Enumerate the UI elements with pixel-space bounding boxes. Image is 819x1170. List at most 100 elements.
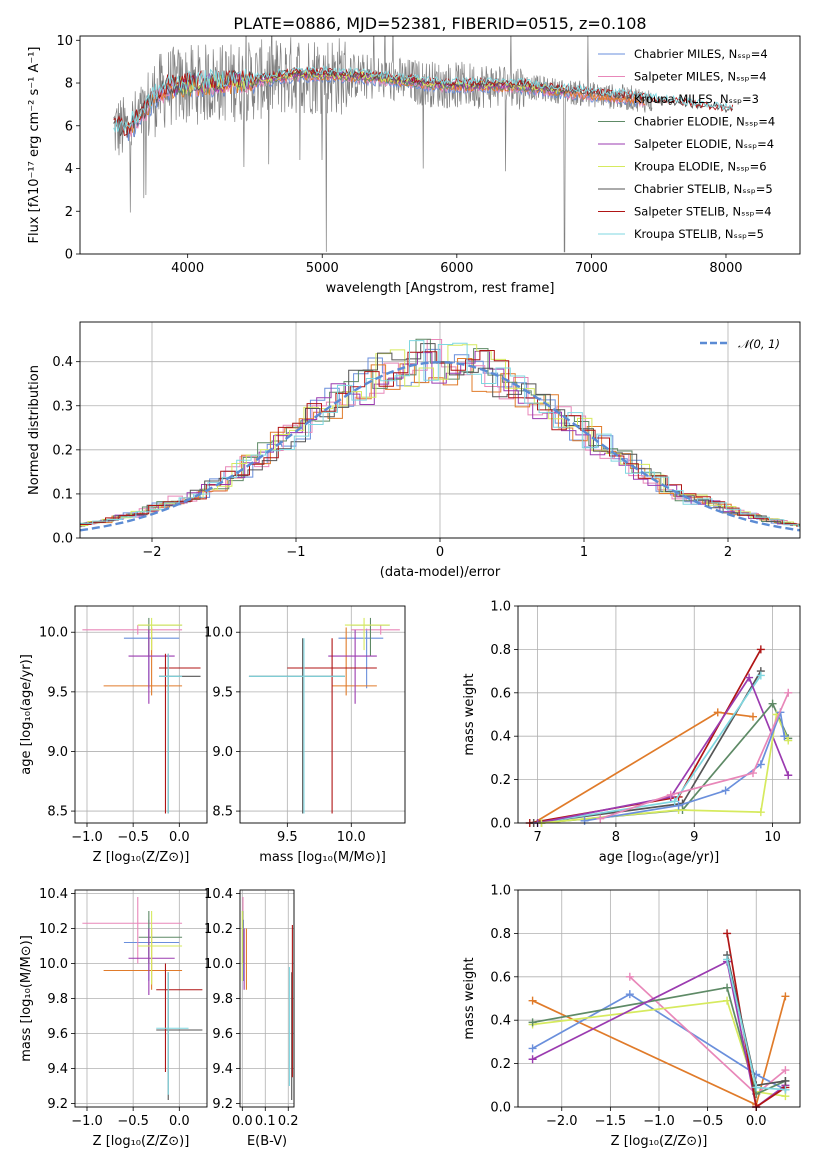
y-tick-label: 0.2 (490, 773, 511, 788)
series-chabrier-miles (580, 708, 789, 825)
errorbar-point (248, 638, 345, 814)
y-tick-label: 9.5 (47, 685, 68, 700)
x-tick-label: 9 (690, 830, 698, 845)
data-point (784, 736, 793, 745)
model-spectrum-kroupa-stelib (113, 65, 733, 133)
grid-lines (75, 890, 207, 1107)
axes-frame (79, 321, 801, 539)
y-tick-label: 0.4 (490, 730, 511, 745)
axes-frame (74, 889, 208, 1108)
histogram-chabrier-stelib (80, 343, 800, 526)
errorbar-point (159, 653, 183, 814)
residual-histogram-panel: 𝒩(0, 1) −2 −1 0 1 2 0.0 0.1 0.2 0.3 0.4 (data-model… (27, 321, 801, 580)
data-point (580, 816, 589, 825)
y-tick-label: 9.4 (47, 1062, 68, 1077)
data-point (745, 673, 754, 682)
x-tick-label: 8000 (709, 261, 742, 276)
legend-label: Kroupa ELODIE, Nₛₛₚ=6 (634, 160, 767, 174)
y-tick-label: 0.6 (490, 970, 511, 985)
legend-label: Chabrier STELIB, Nₛₛₚ=5 (634, 182, 773, 196)
x-tick-label: 7 (533, 830, 541, 845)
mass-vs-ebv-panel: 0.0 0.1 0.2 9.2 9.4 9.6 9.8 10.0 10.2 10.4 E(B-V) (204, 887, 299, 1149)
data-point (756, 760, 765, 769)
errorbar-point (137, 911, 183, 985)
normal-curve (80, 360, 800, 532)
x-axis-label: Z [log₁₀(Z/Z⊙)] (611, 1134, 708, 1149)
errorbar-point (344, 617, 390, 651)
y-tick-label: 0.0 (490, 1101, 511, 1116)
x-tick-label: −1.0 (643, 1114, 675, 1129)
x-tick-label: −1.0 (71, 1114, 103, 1129)
mass-vs-metallicity-panel: −1.0 −0.5 0.0 9.2 9.4 9.6 9.8 10.0 10.2 10.4 Z [lo… (19, 887, 208, 1149)
data-point (756, 645, 765, 654)
ticks: 9.5 10.0 8.5 9.0 9.5 10.0 (204, 626, 366, 845)
axes-frame (79, 35, 801, 255)
y-tick-label: 0.2 (490, 1057, 511, 1072)
x-tick-label: −2.0 (546, 1114, 578, 1129)
data-point (723, 929, 732, 938)
y-tick-label: 9.0 (212, 745, 233, 760)
y-tick-label: 0.3 (52, 399, 73, 414)
histogram-kroupa-stelib (80, 340, 800, 527)
massweight-vs-metallicity-panel: −2.0 −1.5 −1.0 −0.5 0.0 0.0 0.2 0.4 0.6 0.8 1.0 Z [… (462, 884, 801, 1149)
x-tick-label: 4000 (171, 261, 204, 276)
y-tick-label: 0.4 (52, 355, 73, 370)
age-vs-mass-panel: 9.5 10.0 8.5 9.0 9.5 10.0 mass [log₁₀(M/M⊙)] (204, 605, 406, 865)
x-tick-label: 0.0 (169, 830, 190, 845)
x-tick-label: −0.5 (117, 830, 149, 845)
plot-area (528, 929, 790, 1111)
data-point (780, 732, 789, 741)
histograms (80, 338, 800, 532)
legend-label: Chabrier ELODIE, Nₛₛₚ=4 (634, 115, 775, 129)
y-tick-label: 9.8 (212, 992, 233, 1007)
y-tick-label: 9.2 (212, 1097, 233, 1112)
x-tick-label: −0.5 (692, 1114, 724, 1129)
y-axis-label: mass weight (462, 673, 477, 755)
y-tick-label: 8 (65, 77, 73, 92)
grid-lines (75, 606, 207, 823)
x-axis-label: (data-model)/error (380, 565, 501, 580)
y-tick-label: 9.4 (212, 1062, 233, 1077)
histogram-salpeter-stelib (80, 350, 800, 527)
x-axis-label: age [log₁₀(age/yr)] (599, 850, 720, 865)
errorbar-point (138, 617, 183, 657)
x-axis-label: mass [log₁₀(M/M⊙)] (259, 850, 386, 865)
plot-area (241, 897, 293, 1100)
legend-label: 𝒩(0, 1) (738, 337, 780, 351)
x-tick-label: 9.5 (277, 830, 298, 845)
series-salpeter-elodie (533, 673, 793, 827)
y-tick-label: 0 (65, 248, 73, 263)
legend-label: Chabrier MILES, Nₛₛₚ=4 (634, 47, 768, 61)
errorbar-point (156, 972, 189, 1095)
y-tick-label: 6 (65, 119, 73, 134)
errorbar-point (128, 629, 175, 704)
axes-frame (239, 889, 295, 1108)
x-tick-label: 0 (436, 545, 444, 560)
massweight-vs-age-panel: 7 8 9 10 0.0 0.2 0.4 0.6 0.8 1.0 age [log₁₀(age/yr… (462, 600, 801, 865)
data-point (756, 808, 765, 817)
y-tick-label: 2 (65, 205, 73, 220)
errorbar-point (338, 628, 384, 689)
legend-label: Kroupa MILES, Nₛₛₚ=3 (634, 92, 759, 106)
data-point (528, 1018, 537, 1027)
ticks: −1.0 −0.5 0.0 9.2 9.4 9.6 9.8 10.0 10.2 10.4 (39, 887, 190, 1129)
x-tick-label: 0.0 (169, 1114, 190, 1129)
x-tick-label: 5000 (306, 261, 339, 276)
x-tick-label: −1 (286, 545, 305, 560)
y-tick-label: 8.5 (212, 805, 233, 820)
y-tick-label: 9.2 (47, 1097, 68, 1112)
y-tick-label: 10.4 (204, 887, 233, 902)
x-tick-label: 10.0 (337, 830, 366, 845)
errorbar-point (137, 617, 183, 651)
x-tick-label: 8 (612, 830, 620, 845)
y-tick-label: 0.0 (490, 817, 511, 832)
grid-lines (240, 606, 405, 823)
y-tick-label: 10.4 (39, 887, 68, 902)
spectrum-panel: Chabrier MILES, Nₛₛₚ=4 Salpeter MILES, Nₛ… (27, 34, 801, 296)
y-tick-label: 9.0 (47, 745, 68, 760)
y-tick-label: 10.0 (39, 626, 68, 641)
ticks: 7 8 9 10 0.0 0.2 0.4 0.6 0.8 1.0 (490, 600, 781, 846)
x-tick-label: 10 (764, 830, 781, 845)
x-tick-label: 2 (724, 545, 732, 560)
